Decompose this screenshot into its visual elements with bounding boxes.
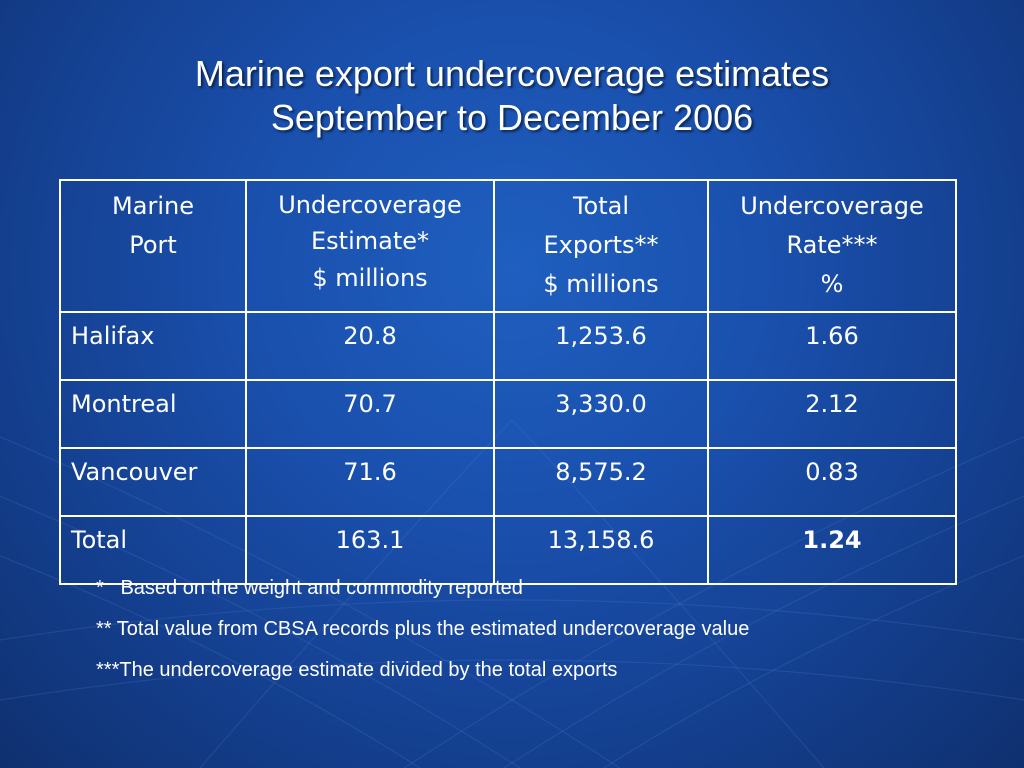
title-line-2: September to December 2006: [270, 97, 754, 138]
table-row: Halifax 20.8 1,253.6 1.66: [59, 311, 957, 381]
exports-cell: 3,330.0: [493, 379, 709, 449]
footnote-estimate: * Based on the weight and commodity repo…: [96, 577, 523, 599]
rate-cell: 2.12: [707, 379, 957, 449]
table-row: Vancouver 71.6 8,575.2 0.83: [59, 447, 957, 517]
header-total-exports: Total Exports** $ millions: [493, 179, 709, 313]
rate-cell: 1.66: [707, 311, 957, 381]
estimate-cell: 20.8: [245, 311, 495, 381]
exports-cell: 13,158.6: [493, 515, 709, 585]
estimate-cell: 70.7: [245, 379, 495, 449]
undercoverage-table: Marine Port Undercoverage Estimate* $ mi…: [59, 179, 957, 585]
table-row: Montreal 70.7 3,330.0 2.12: [59, 379, 957, 449]
footnote-rate: ***The undercoverage estimate divided by…: [96, 659, 618, 681]
port-cell: Halifax: [59, 311, 247, 381]
footnotes: * Based on the weight and commodity repo…: [96, 568, 749, 691]
port-cell: Montreal: [59, 379, 247, 449]
exports-cell: 8,575.2: [493, 447, 709, 517]
table-row-total: Total 163.1 13,158.6 1.24: [59, 515, 957, 585]
footnote-total-exports: ** Total value from CBSA records plus th…: [96, 618, 750, 640]
slide-title: Marine export undercoverage estimates Se…: [0, 52, 1024, 140]
header-undercoverage-estimate: Undercoverage Estimate* $ millions: [245, 179, 495, 313]
rate-cell: 0.83: [707, 447, 957, 517]
exports-cell: 1,253.6: [493, 311, 709, 381]
estimate-cell: 71.6: [245, 447, 495, 517]
table-header-row: Marine Port Undercoverage Estimate* $ mi…: [59, 179, 957, 313]
port-cell: Vancouver: [59, 447, 247, 517]
port-cell: Total: [59, 515, 247, 585]
estimate-cell: 163.1: [245, 515, 495, 585]
rate-cell-total: 1.24: [707, 515, 957, 585]
title-line-1: Marine export undercoverage estimates: [194, 53, 830, 94]
header-marine-port: Marine Port: [59, 179, 247, 313]
header-undercoverage-rate: Undercoverage Rate*** %: [707, 179, 957, 313]
